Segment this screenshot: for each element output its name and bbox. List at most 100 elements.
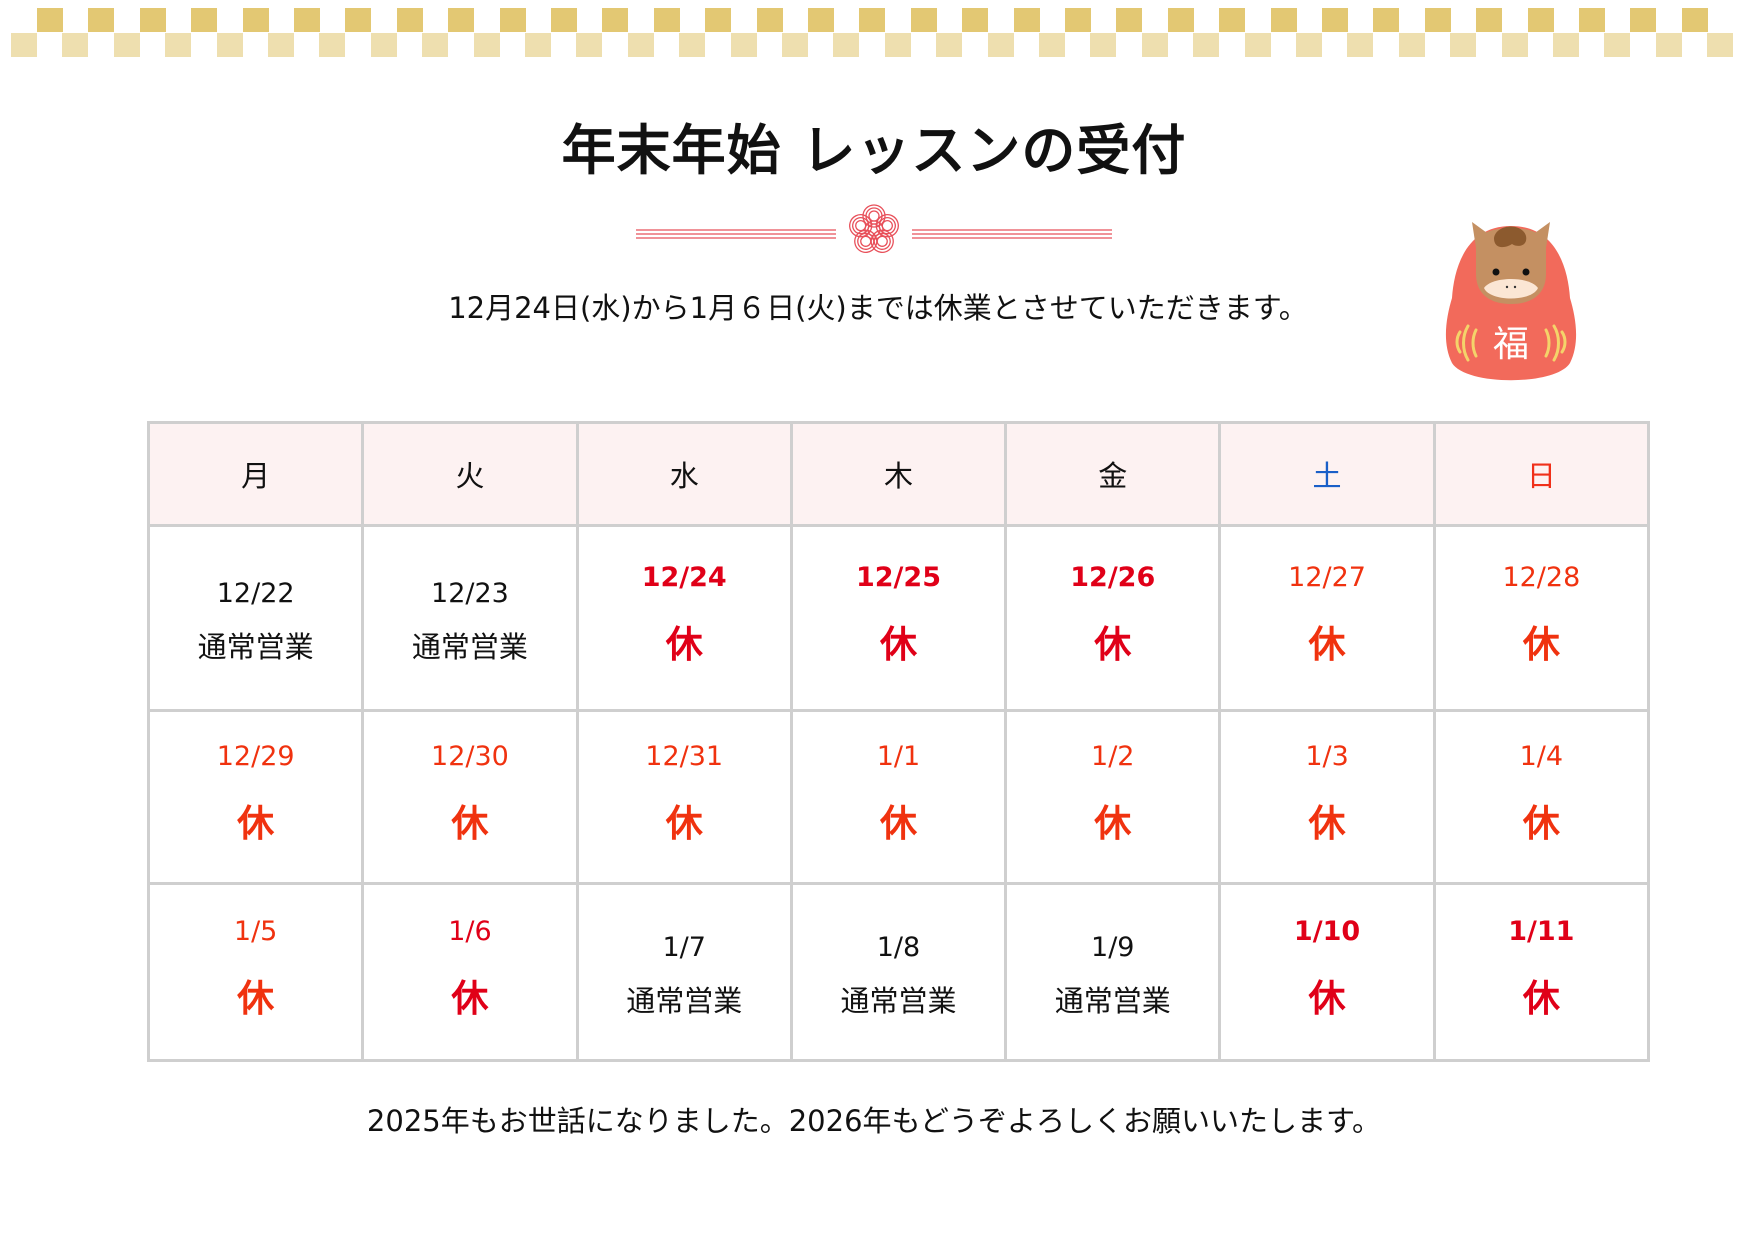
day-date: 12/27 bbox=[1288, 562, 1366, 593]
checker-square-dark bbox=[653, 8, 680, 32]
weekday-mon: 月 bbox=[146, 421, 365, 527]
week-row: 12/22 通常営業 12/23 通常営業 12/24 休 12/25 休 12/26 休 12/2… bbox=[146, 524, 1651, 712]
checker-square-light bbox=[1604, 33, 1631, 57]
checker-square-dark bbox=[808, 8, 834, 32]
checker-square-light bbox=[1501, 33, 1528, 57]
checker-square-dark bbox=[1167, 8, 1194, 32]
checker-square-light bbox=[62, 33, 89, 57]
checker-square-dark bbox=[1681, 8, 1708, 32]
closed-label: 休 bbox=[1094, 802, 1132, 845]
day-cell: 1/7 通常営業 bbox=[575, 882, 793, 1062]
closed-label: 休 bbox=[237, 802, 275, 845]
checker-square-light bbox=[1039, 33, 1065, 57]
checker-square-light bbox=[216, 33, 243, 57]
day-date: 12/25 bbox=[855, 562, 941, 593]
checker-square-light bbox=[319, 33, 346, 57]
day-date: 1/4 bbox=[1519, 741, 1564, 772]
day-date: 1/11 bbox=[1508, 916, 1575, 947]
checker-square-light bbox=[936, 33, 963, 57]
closed-label: 休 bbox=[1308, 977, 1346, 1020]
checker-square-dark bbox=[1116, 8, 1143, 32]
checker-square-light bbox=[1450, 33, 1477, 57]
closure-notice: 12月24日(水)から1月６日(火)までは休業とさせていただきます。 bbox=[448, 291, 1308, 325]
open-label: 通常営業 bbox=[411, 630, 528, 664]
checker-square-dark bbox=[448, 8, 475, 32]
checker-square-light bbox=[165, 33, 192, 57]
checker-square-dark bbox=[551, 8, 577, 32]
checker-square-light bbox=[1553, 33, 1579, 57]
day-cell: 12/30 休 bbox=[361, 709, 579, 885]
day-cell: 1/4 休 bbox=[1432, 709, 1651, 885]
checker-square-dark bbox=[242, 8, 269, 32]
checker-square-dark bbox=[1270, 8, 1297, 32]
weekday-thu: 木 bbox=[789, 421, 1008, 527]
weekday-sun: 日 bbox=[1432, 421, 1651, 527]
day-cell: 12/24 休 bbox=[575, 524, 793, 712]
checker-square-light bbox=[1193, 33, 1220, 57]
closed-label: 休 bbox=[1308, 802, 1346, 845]
checker-square-dark bbox=[602, 8, 629, 32]
checker-square-dark bbox=[191, 8, 218, 32]
weekday-tue: 火 bbox=[361, 421, 579, 527]
day-date: 12/23 bbox=[431, 578, 509, 609]
checker-square-light bbox=[987, 33, 1014, 57]
checker-square-dark bbox=[1476, 8, 1503, 32]
weekday-header-row: 月 火 水 木 金 土 日 bbox=[146, 421, 1651, 527]
closed-label: 休 bbox=[451, 802, 489, 845]
day-cell: 12/29 休 bbox=[146, 709, 365, 885]
checker-square-light bbox=[1296, 33, 1322, 57]
checker-square-dark bbox=[1579, 8, 1605, 32]
checker-square-dark bbox=[294, 8, 320, 32]
day-date: 1/2 bbox=[1091, 741, 1135, 772]
day-cell: 12/31 休 bbox=[575, 709, 793, 885]
day-cell: 1/2 休 bbox=[1004, 709, 1222, 885]
day-date: 12/28 bbox=[1502, 562, 1581, 593]
checker-square-dark bbox=[1630, 8, 1657, 32]
page-title: 年末年始 レッスンの受付 bbox=[561, 119, 1187, 182]
checker-square-light bbox=[370, 33, 397, 57]
day-date: 12/22 bbox=[216, 578, 295, 609]
closed-label: 休 bbox=[665, 623, 703, 666]
open-label: 通常営業 bbox=[197, 630, 314, 664]
day-date: 12/31 bbox=[645, 741, 724, 772]
checker-square-light bbox=[833, 33, 860, 57]
checker-square-light bbox=[473, 33, 500, 57]
checker-square-dark bbox=[962, 8, 989, 32]
checker-square-light bbox=[113, 33, 140, 57]
day-cell: 12/25 休 bbox=[789, 524, 1008, 712]
checker-square-light bbox=[11, 33, 37, 57]
day-date: 1/7 bbox=[662, 932, 706, 963]
checker-square-light bbox=[1655, 33, 1682, 57]
weekday-sat: 土 bbox=[1218, 421, 1436, 527]
week-row: 12/29 休 12/30 休 12/31 休 1/1 休 1/2 休 1/3 休 1/4 休 bbox=[146, 709, 1651, 885]
checker-square-light bbox=[1090, 33, 1117, 57]
day-date: 12/30 bbox=[431, 741, 509, 772]
day-date: 1/3 bbox=[1305, 741, 1349, 772]
closed-label: 休 bbox=[237, 977, 275, 1020]
closed-label: 休 bbox=[879, 802, 917, 845]
closed-label: 休 bbox=[879, 623, 917, 666]
checker-square-light bbox=[1707, 33, 1734, 57]
checker-square-light bbox=[782, 33, 808, 57]
day-date: 1/1 bbox=[876, 741, 921, 772]
horse-daruma-icon: 福 bbox=[1445, 222, 1577, 381]
holiday-calendar-table: 月 火 水 木 金 土 日 12/22 通常営業 12/23 通常営業 12/24 休 12… bbox=[146, 421, 1651, 1062]
checker-square-light bbox=[422, 33, 449, 57]
closed-label: 休 bbox=[1522, 977, 1560, 1020]
day-cell: 1/11 休 bbox=[1432, 882, 1651, 1062]
checker-square-dark bbox=[139, 8, 166, 32]
checker-square-dark bbox=[1322, 8, 1348, 32]
checker-square-light bbox=[730, 33, 757, 57]
checker-square-dark bbox=[705, 8, 732, 32]
day-cell: 12/26 休 bbox=[1004, 524, 1222, 712]
checker-square-dark bbox=[37, 8, 63, 32]
closed-label: 休 bbox=[665, 802, 703, 845]
checker-square-light bbox=[1141, 33, 1168, 57]
checker-square-dark bbox=[756, 8, 783, 32]
checker-square-dark bbox=[859, 8, 886, 32]
checker-square-light bbox=[1347, 33, 1374, 57]
day-cell: 1/1 休 bbox=[789, 709, 1008, 885]
checker-square-dark bbox=[910, 8, 937, 32]
day-date: 1/9 bbox=[1091, 932, 1135, 963]
day-cell: 1/9 通常営業 bbox=[1004, 882, 1222, 1062]
